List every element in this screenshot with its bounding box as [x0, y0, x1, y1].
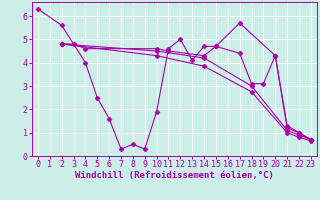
X-axis label: Windchill (Refroidissement éolien,°C): Windchill (Refroidissement éolien,°C) [75, 171, 274, 180]
